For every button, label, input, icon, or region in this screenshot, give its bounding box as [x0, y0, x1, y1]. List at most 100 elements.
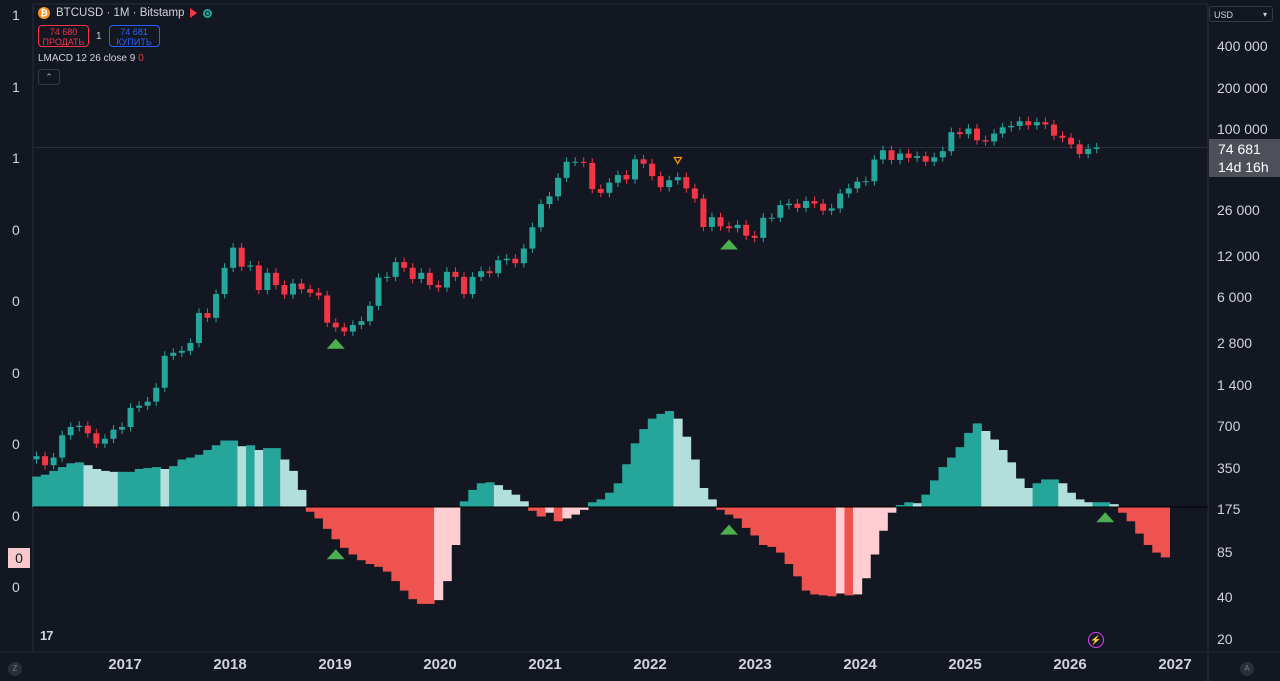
histogram-bar: [1109, 504, 1119, 507]
year-label: 2020: [423, 656, 457, 673]
price-scale-label: 400 000: [1217, 38, 1268, 55]
buy-signal-arrow: [326, 338, 345, 349]
left-scale-label: 1: [12, 78, 20, 95]
sell-signal-arrow: [673, 156, 683, 165]
sell-button[interactable]: 74 680 ПРОДАТЬ: [38, 25, 89, 47]
histogram-bar: [228, 440, 239, 507]
buy-signal-arrow: [326, 549, 345, 560]
candle-body: [871, 159, 878, 182]
histogram-bar: [818, 507, 828, 596]
tradingview-logo[interactable]: 17: [40, 628, 54, 643]
year-label: 2025: [948, 656, 982, 673]
candle-body: [178, 350, 185, 353]
zoom-reset-button[interactable]: Z: [8, 662, 22, 676]
histogram-bar: [177, 459, 187, 507]
price-scale-label: 100 000: [1217, 121, 1268, 137]
histogram-bar: [1075, 499, 1085, 507]
candle-body: [879, 150, 886, 160]
candle-body: [914, 156, 921, 158]
candle-body: [854, 181, 861, 189]
candle-body: [768, 217, 775, 219]
histogram-bar: [40, 474, 50, 507]
candle-body: [461, 276, 467, 295]
histogram-bar: [861, 507, 871, 579]
histogram-bar: [528, 507, 538, 511]
buy-price: 74 681: [120, 27, 148, 37]
indicator-title: LMACD 12 26 close 9: [38, 53, 136, 64]
histogram-bar: [682, 436, 692, 507]
candle-body: [170, 352, 177, 356]
year-label: 2024: [843, 656, 877, 673]
histogram-bar: [92, 469, 102, 507]
histogram-bar: [587, 502, 598, 507]
buy-button[interactable]: 74 681 КУПИТЬ: [108, 25, 160, 47]
histogram-bar: [425, 507, 435, 604]
histogram-bar: [1092, 502, 1102, 507]
histogram-bar: [716, 507, 726, 510]
histogram-bar: [160, 469, 170, 507]
flag-icon[interactable]: [190, 8, 198, 18]
symbol-title[interactable]: BTCUSD · 1M · Bitstamp: [56, 7, 185, 19]
histogram-bar: [493, 485, 504, 507]
histogram-bar: [750, 507, 760, 536]
candle-body: [820, 203, 827, 211]
candle-body: [452, 271, 459, 277]
histogram-bar: [459, 501, 469, 507]
year-label: 2018: [213, 656, 247, 673]
histogram-bar: [331, 507, 341, 540]
candle-body: [999, 127, 1006, 134]
macd-value-tag: 0: [8, 548, 30, 568]
histogram-bar: [1126, 507, 1136, 522]
histogram-bar: [49, 470, 59, 507]
currency-select[interactable]: USD: [1209, 6, 1273, 23]
histogram-bar: [100, 470, 110, 507]
histogram-bar: [536, 507, 546, 517]
candle-body: [726, 226, 733, 229]
candle-body: [264, 272, 271, 291]
candle-body: [777, 205, 784, 218]
candle-body: [144, 401, 151, 406]
collapse-legend-button[interactable]: ⌃: [38, 69, 60, 85]
bar-countdown: 14d 16h: [1218, 159, 1269, 175]
histogram-bar: [1118, 507, 1128, 513]
candle-body: [597, 189, 604, 193]
candle-body: [555, 177, 562, 197]
histogram-bar: [485, 482, 495, 507]
price-scale-label: 175: [1217, 501, 1241, 517]
candle-body: [213, 294, 220, 318]
buy-signal-arrow: [1096, 512, 1115, 523]
price-scale-label: 85: [1217, 544, 1233, 561]
histogram-bar: [673, 418, 683, 507]
histogram-bar: [203, 450, 213, 507]
histogram-bar: [211, 445, 221, 507]
histogram-bar: [280, 459, 290, 507]
histogram-bar: [357, 507, 367, 561]
candle-body: [700, 198, 707, 227]
histogram-bar: [699, 488, 709, 507]
candle-body: [42, 456, 49, 466]
histogram-bar: [502, 489, 512, 507]
auto-scale-button[interactable]: A: [1240, 662, 1254, 676]
histogram-bar: [1160, 507, 1170, 558]
candle-body: [401, 262, 408, 268]
candle-body: [811, 201, 818, 204]
candle-body: [127, 407, 134, 428]
candle-body: [495, 260, 502, 274]
histogram-bar: [416, 507, 427, 604]
year-label: 2022: [633, 656, 667, 673]
histogram-bar: [169, 466, 179, 507]
candle-body: [1059, 135, 1066, 138]
candle-body: [315, 292, 322, 296]
candle-body: [119, 427, 125, 430]
histogram-bar: [1015, 478, 1025, 507]
candle-body: [939, 151, 946, 158]
histogram-bar: [126, 471, 136, 507]
market-status-icon[interactable]: [203, 8, 213, 18]
flash-icon[interactable]: ⚡: [1088, 632, 1104, 648]
histogram-bar: [613, 483, 623, 507]
histogram-bar: [134, 469, 144, 507]
candle-body: [931, 157, 938, 162]
candle-body: [674, 177, 681, 181]
